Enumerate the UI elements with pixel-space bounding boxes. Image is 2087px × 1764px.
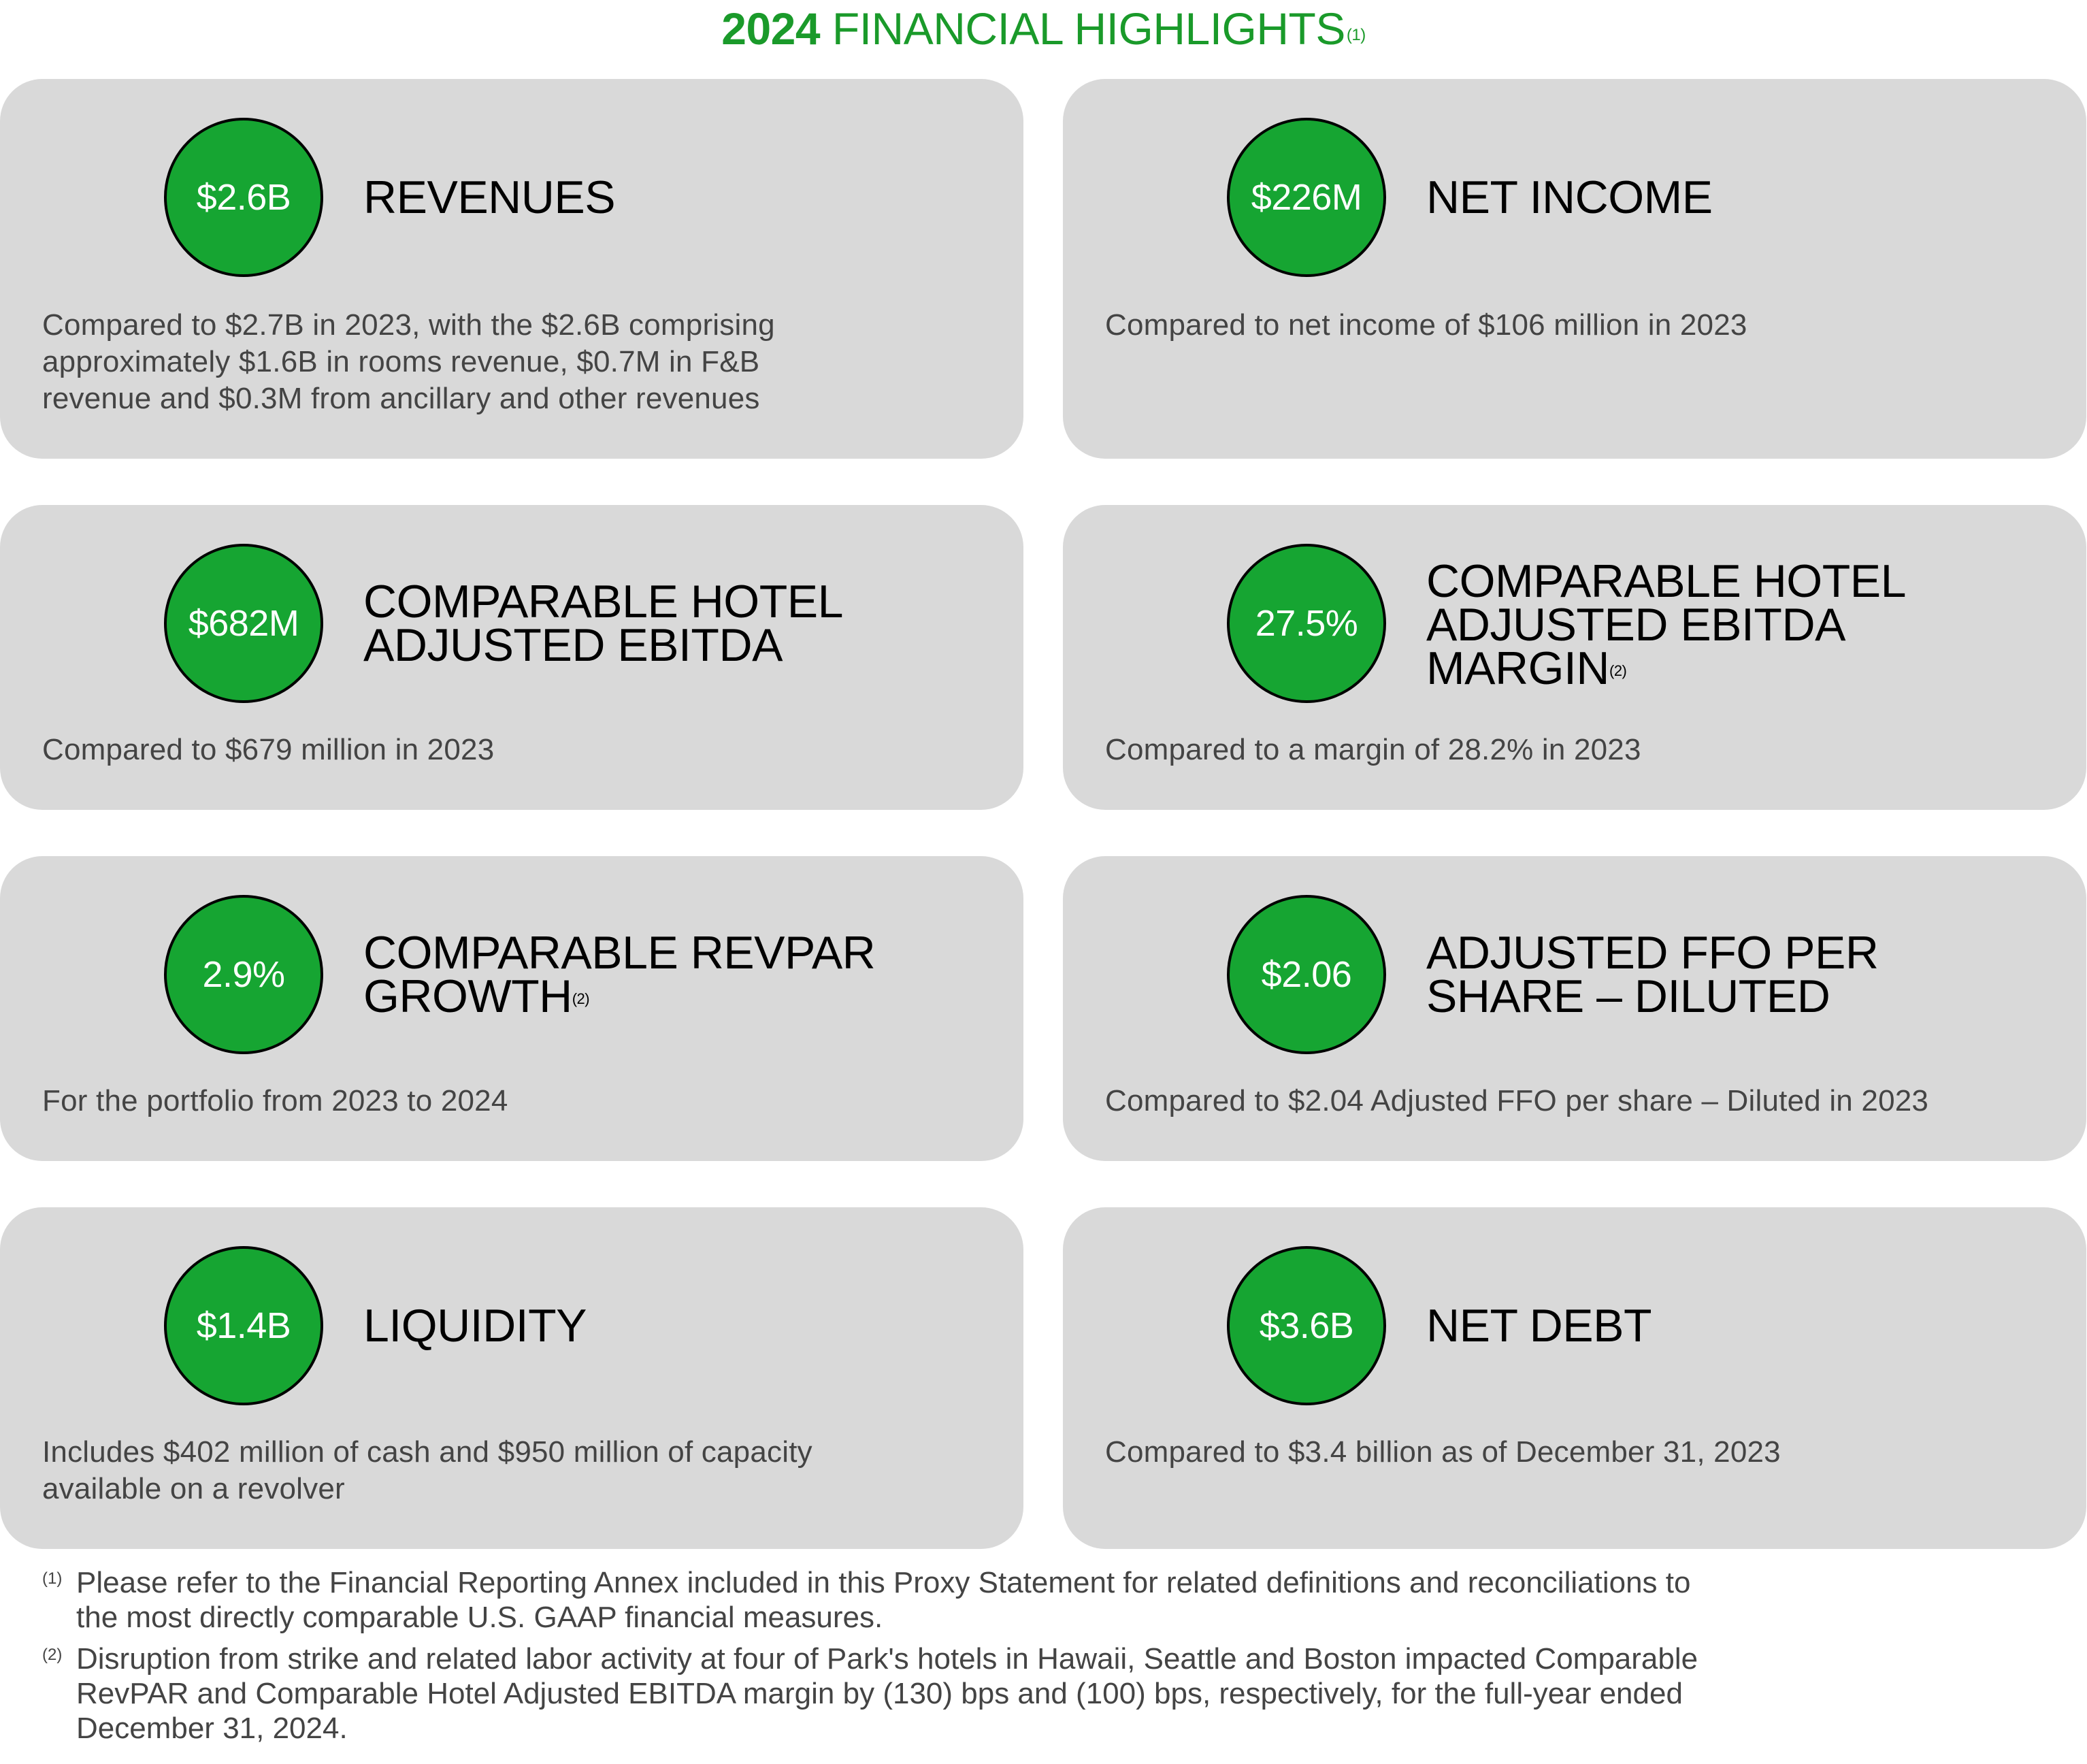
footnote-line: Disruption from strike and related labor… — [76, 1642, 1698, 1676]
card-description: Compared to a margin of 28.2% in 2023 — [1105, 732, 2059, 768]
heading-line: LIQUIDITY — [363, 1300, 587, 1352]
card-heading: COMPARABLE REVPAR GROWTH(2) — [363, 927, 876, 1019]
value-circle: 27.5% — [1227, 544, 1386, 703]
footnote-mark: (2) — [42, 1646, 63, 1664]
page-title: 2024 FINANCIAL HIGHLIGHTS(1) — [0, 1, 2087, 56]
desc-line: Compared to $2.7B in 2023, with the $2.6… — [42, 308, 775, 342]
desc-line: Compared to a margin of 28.2% in 2023 — [1105, 733, 1641, 766]
title-year: 2024 — [721, 3, 821, 54]
heading-line: REVENUES — [363, 172, 616, 223]
card-heading: COMPARABLE HOTEL ADJUSTED EBITDA MARGIN(… — [1426, 555, 1906, 691]
value-circle: $682M — [164, 544, 323, 703]
footnote-line: RevPAR and Comparable Hotel Adjusted EBI… — [76, 1677, 1683, 1710]
value-circle: 2.9% — [164, 895, 323, 1054]
heading-line: MARGIN(2) — [1426, 645, 1906, 691]
highlight-card-ebitda-margin: 27.5% COMPARABLE HOTEL ADJUSTED EBITDA M… — [1063, 505, 2086, 810]
card-description: Compared to $2.7B in 2023, with the $2.6… — [42, 307, 996, 417]
desc-line: available on a revolver — [42, 1472, 345, 1505]
footnote-line: Please refer to the Financial Reporting … — [76, 1566, 1691, 1599]
card-description: Compared to $679 million in 2023 — [42, 732, 996, 768]
footnote-mark: (1) — [42, 1569, 63, 1588]
heading-line: ADJUSTED FFO PER — [1426, 927, 1879, 979]
value-circle: $2.06 — [1227, 895, 1386, 1054]
card-description: Compared to $2.04 Adjusted FFO per share… — [1105, 1083, 2059, 1120]
highlight-card-adjusted-ffo: $2.06 ADJUSTED FFO PER SHARE – DILUTED C… — [1063, 856, 2086, 1161]
footnotes: (1) Please refer to the Financial Report… — [42, 1565, 2056, 1752]
highlight-card-revpar-growth: 2.9% COMPARABLE REVPAR GROWTH(2) For the… — [0, 856, 1023, 1161]
desc-line: revenue and $0.3M from ancillary and oth… — [42, 382, 760, 415]
desc-line: Compared to $2.04 Adjusted FFO per share… — [1105, 1084, 1929, 1117]
heading-line: ADJUSTED EBITDA — [363, 619, 783, 671]
highlight-card-revenues: $2.6B REVENUES Compared to $2.7B in 2023… — [0, 79, 1023, 459]
heading-line: ADJUSTED EBITDA — [1426, 599, 1845, 651]
desc-line: Includes $402 million of cash and $950 m… — [42, 1435, 812, 1469]
card-description: Compared to net income of $106 million i… — [1105, 307, 2059, 344]
heading-text: MARGIN — [1426, 642, 1610, 694]
footnote-2: (2) Disruption from strike and related l… — [42, 1642, 2056, 1746]
highlight-card-net-income: $226M NET INCOME Compared to net income … — [1063, 79, 2086, 459]
heading-line: NET INCOME — [1426, 172, 1713, 223]
heading-line: SHARE – DILUTED — [1426, 970, 1830, 1022]
desc-line: Compared to $679 million in 2023 — [42, 733, 495, 766]
card-heading: NET DEBT — [1426, 1300, 1652, 1352]
card-heading: ADJUSTED FFO PER SHARE – DILUTED — [1426, 927, 1879, 1022]
footnote-1: (1) Please refer to the Financial Report… — [42, 1565, 2056, 1635]
value-circle: $1.4B — [164, 1246, 323, 1405]
footnote-line: the most directly comparable U.S. GAAP f… — [76, 1601, 883, 1634]
highlight-card-hotel-adjusted-ebitda: $682M COMPARABLE HOTEL ADJUSTED EBITDA C… — [0, 505, 1023, 810]
card-heading: NET INCOME — [1426, 172, 1713, 223]
value-circle: $226M — [1227, 118, 1386, 277]
value-circle: $3.6B — [1227, 1246, 1386, 1405]
heading-footnote-mark: (2) — [572, 990, 590, 1007]
desc-line: For the portfolio from 2023 to 2024 — [42, 1084, 508, 1117]
heading-line: NET DEBT — [1426, 1300, 1652, 1352]
desc-line: approximately $1.6B in rooms revenue, $0… — [42, 345, 760, 378]
desc-line: Compared to $3.4 billion as of December … — [1105, 1435, 1781, 1469]
highlight-card-liquidity: $1.4B LIQUIDITY Includes $402 million of… — [0, 1207, 1023, 1549]
card-description: Compared to $3.4 billion as of December … — [1105, 1434, 2059, 1471]
title-text: FINANCIAL HIGHLIGHTS — [820, 3, 1346, 54]
heading-footnote-mark: (2) — [1609, 662, 1627, 679]
heading-line: COMPARABLE REVPAR — [363, 927, 876, 979]
desc-line: Compared to net income of $106 million i… — [1105, 308, 1747, 342]
heading-text: GROWTH — [363, 970, 572, 1022]
heading-line: COMPARABLE HOTEL — [363, 576, 843, 627]
card-description: Includes $402 million of cash and $950 m… — [42, 1434, 996, 1507]
card-heading: REVENUES — [363, 172, 616, 223]
footnote-line: December 31, 2024. — [76, 1712, 348, 1745]
highlight-card-net-debt: $3.6B NET DEBT Compared to $3.4 billion … — [1063, 1207, 2086, 1549]
value-circle: $2.6B — [164, 118, 323, 277]
heading-line: GROWTH(2) — [363, 973, 875, 1019]
heading-line: COMPARABLE HOTEL — [1426, 555, 1906, 607]
card-description: For the portfolio from 2023 to 2024 — [42, 1083, 996, 1120]
card-heading: COMPARABLE HOTEL ADJUSTED EBITDA — [363, 576, 843, 671]
title-footnote-mark: (1) — [1346, 26, 1366, 44]
card-heading: LIQUIDITY — [363, 1300, 587, 1352]
